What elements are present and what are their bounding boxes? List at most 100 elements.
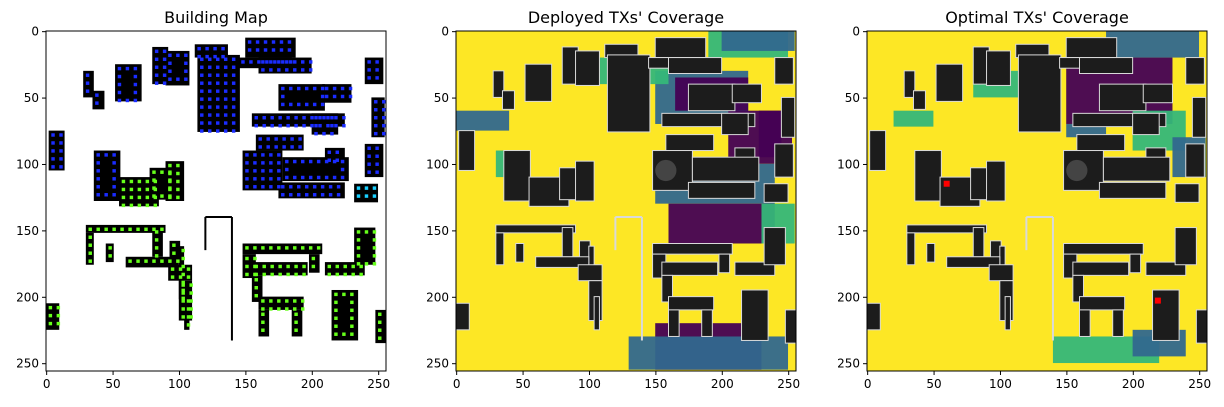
- tx-candidate-marker: [261, 246, 265, 250]
- building: [375, 309, 386, 344]
- tx-candidate-marker: [350, 300, 354, 305]
- building: [701, 309, 713, 337]
- tx-candidate-marker: [197, 46, 201, 51]
- tx-candidate-marker: [59, 165, 63, 169]
- tx-candidate-marker: [96, 153, 100, 157]
- building: [906, 224, 988, 234]
- tx-candidate-marker: [330, 116, 334, 120]
- tx-candidate-marker: [178, 267, 183, 271]
- building: [458, 130, 476, 171]
- tx-candidate-marker: [302, 116, 306, 120]
- tx-candidate-marker: [168, 69, 172, 73]
- tx-candidate-marker: [274, 145, 278, 149]
- tx-candidate-marker: [324, 86, 329, 91]
- tx-candidate-marker: [285, 60, 289, 64]
- tx-candidate-marker: [176, 53, 180, 58]
- tx-candidate-marker: [254, 272, 258, 277]
- tx-candidate-marker: [312, 185, 317, 189]
- tx-candidate-marker: [255, 48, 260, 52]
- tx-candidate-marker: [278, 272, 282, 277]
- x-tick-label: 250: [1188, 377, 1211, 391]
- tx-candidate-marker: [294, 264, 298, 269]
- tx-candidate-marker: [294, 116, 298, 120]
- building: [668, 57, 723, 74]
- tx-candidate-marker: [216, 129, 220, 133]
- building: [914, 150, 942, 202]
- building: [593, 296, 600, 331]
- building: [1195, 309, 1208, 344]
- building: [1079, 296, 1126, 311]
- x-tick-label: 100: [578, 377, 601, 391]
- tx-candidate-marker: [294, 272, 298, 277]
- tx-candidate-marker: [208, 57, 212, 62]
- tx-candidate-marker: [245, 264, 249, 269]
- tx-candidate-marker: [262, 272, 266, 277]
- tx-candidate-marker: [378, 320, 382, 324]
- x-tick-label: 150: [234, 377, 257, 391]
- tx-candidate-marker: [117, 66, 122, 71]
- tx-candidate-marker: [245, 272, 249, 277]
- tx-candidate-marker: [208, 65, 212, 69]
- tx-candidate-marker: [374, 100, 378, 104]
- tx-candidate-marker: [121, 179, 126, 184]
- tx-candidate-marker: [356, 254, 361, 258]
- building: [242, 243, 323, 255]
- tx-candidate-marker: [181, 291, 185, 295]
- tx-candidate-marker: [285, 167, 289, 172]
- tx-candidate-marker: [85, 73, 90, 77]
- tx-candidate-marker: [318, 116, 322, 120]
- tx-candidate-marker: [356, 194, 361, 198]
- tx-candidate-marker: [304, 193, 309, 197]
- building: [687, 83, 736, 112]
- building: [718, 253, 731, 274]
- tx-candidate-marker: [293, 299, 297, 303]
- tx-candidate-marker: [223, 113, 228, 117]
- tx-candidate-marker: [117, 98, 122, 103]
- building: [866, 302, 881, 331]
- tx-candidate-marker: [269, 299, 273, 303]
- building: [774, 143, 794, 178]
- tx-candidate-marker: [231, 73, 236, 77]
- tx-candidate-marker: [221, 54, 225, 59]
- tx-candidate-marker: [176, 179, 180, 184]
- tx-candidate-marker: [364, 186, 369, 190]
- y-tick-label: 150: [426, 224, 449, 238]
- tx-candidate-marker: [129, 203, 134, 208]
- tx-candidate-marker: [95, 93, 99, 97]
- tx-candidate-marker: [265, 60, 269, 64]
- tx-candidate-marker: [374, 116, 378, 120]
- tx-candidate-marker: [359, 264, 363, 269]
- tx-candidate-marker: [231, 97, 236, 101]
- tx-candidate-marker: [117, 74, 122, 79]
- tx-candidate-marker: [327, 158, 332, 162]
- tx-candidate-marker: [310, 123, 314, 128]
- tx-candidate-marker: [255, 40, 260, 44]
- building: [331, 289, 359, 341]
- tx-candidate-marker: [297, 193, 301, 197]
- tx-candidate-marker: [330, 123, 334, 128]
- tx-candidate-marker: [261, 60, 265, 64]
- tx-candidate-marker: [160, 227, 164, 232]
- y-tick-label: 0: [441, 25, 449, 39]
- tx-candidate-marker: [382, 108, 386, 112]
- tx-candidate-marker: [367, 154, 371, 158]
- tx-candidate-marker: [205, 54, 209, 59]
- tx-candidate-marker: [197, 54, 201, 59]
- tx-candidate-marker: [48, 313, 53, 318]
- tx-candidate-marker: [88, 251, 92, 255]
- tx-candidate-marker: [263, 48, 268, 52]
- tx-candidate-marker: [297, 102, 301, 107]
- tx-candidate-marker: [375, 170, 379, 174]
- tx-candidate-marker: [277, 177, 281, 181]
- tx-candidate-marker: [168, 53, 172, 58]
- tx-candidate-marker: [112, 185, 116, 189]
- tx-candidate-marker: [282, 137, 286, 141]
- y-tick-label: 250: [837, 357, 860, 371]
- building: [774, 57, 794, 85]
- tx-candidate-marker: [152, 186, 156, 190]
- x-tick-label: 0: [864, 377, 872, 391]
- building: [1098, 83, 1147, 112]
- tx-candidate-marker: [367, 68, 371, 72]
- tx-candidate-marker: [320, 185, 325, 189]
- tx-candidate-marker: [168, 259, 172, 263]
